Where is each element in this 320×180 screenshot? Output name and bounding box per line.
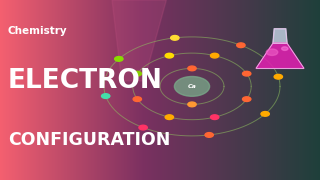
Circle shape [237,43,245,48]
Circle shape [261,112,269,116]
Polygon shape [112,0,166,81]
Circle shape [188,66,196,71]
Text: Ca: Ca [188,84,196,89]
Circle shape [133,97,141,102]
Text: ELECTRON: ELECTRON [8,68,163,94]
Circle shape [274,74,283,79]
Polygon shape [273,29,287,43]
Circle shape [243,71,251,76]
Text: CONFIGURATION: CONFIGURATION [8,131,170,149]
Circle shape [211,115,219,120]
Circle shape [211,53,219,58]
Circle shape [101,94,110,98]
Circle shape [243,97,251,102]
Polygon shape [256,43,304,68]
Circle shape [139,125,147,130]
Circle shape [171,35,179,40]
Circle shape [188,102,196,107]
Circle shape [165,53,173,58]
Circle shape [165,115,173,120]
Text: Chemistry: Chemistry [8,26,68,36]
Circle shape [282,47,288,50]
Circle shape [266,49,278,55]
Circle shape [205,133,213,137]
Circle shape [115,57,123,61]
Circle shape [174,76,210,96]
Circle shape [133,71,141,76]
